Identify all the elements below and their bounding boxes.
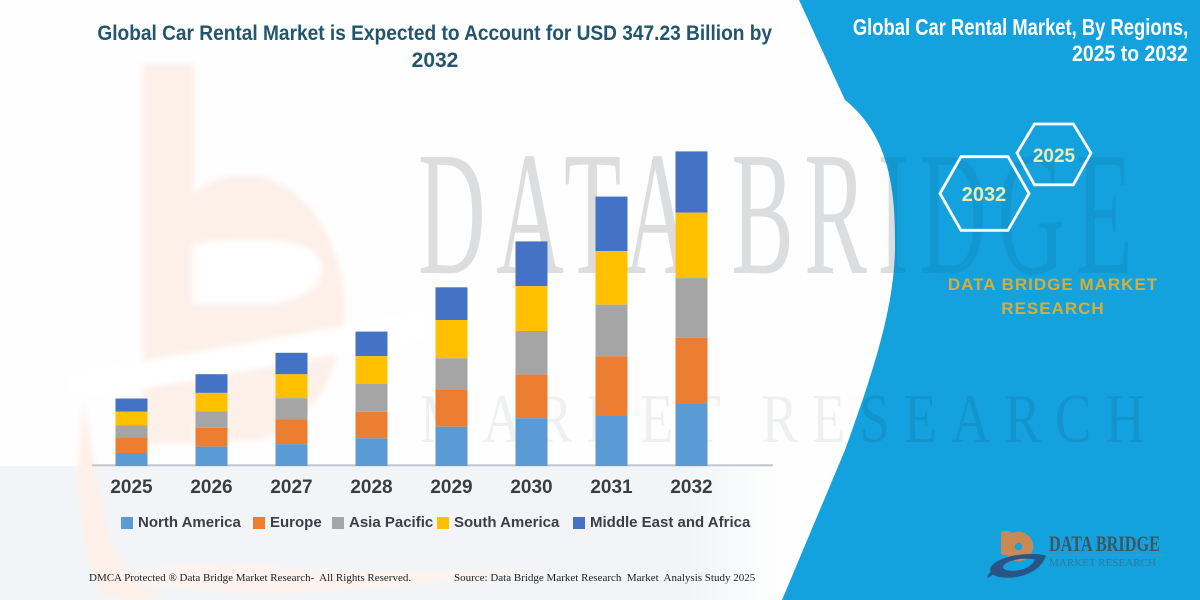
svg-text:MARKET RESEARCH: MARKET RESEARCH — [1049, 558, 1156, 569]
svg-text:DATA BRIDGE: DATA BRIDGE — [1049, 531, 1160, 556]
